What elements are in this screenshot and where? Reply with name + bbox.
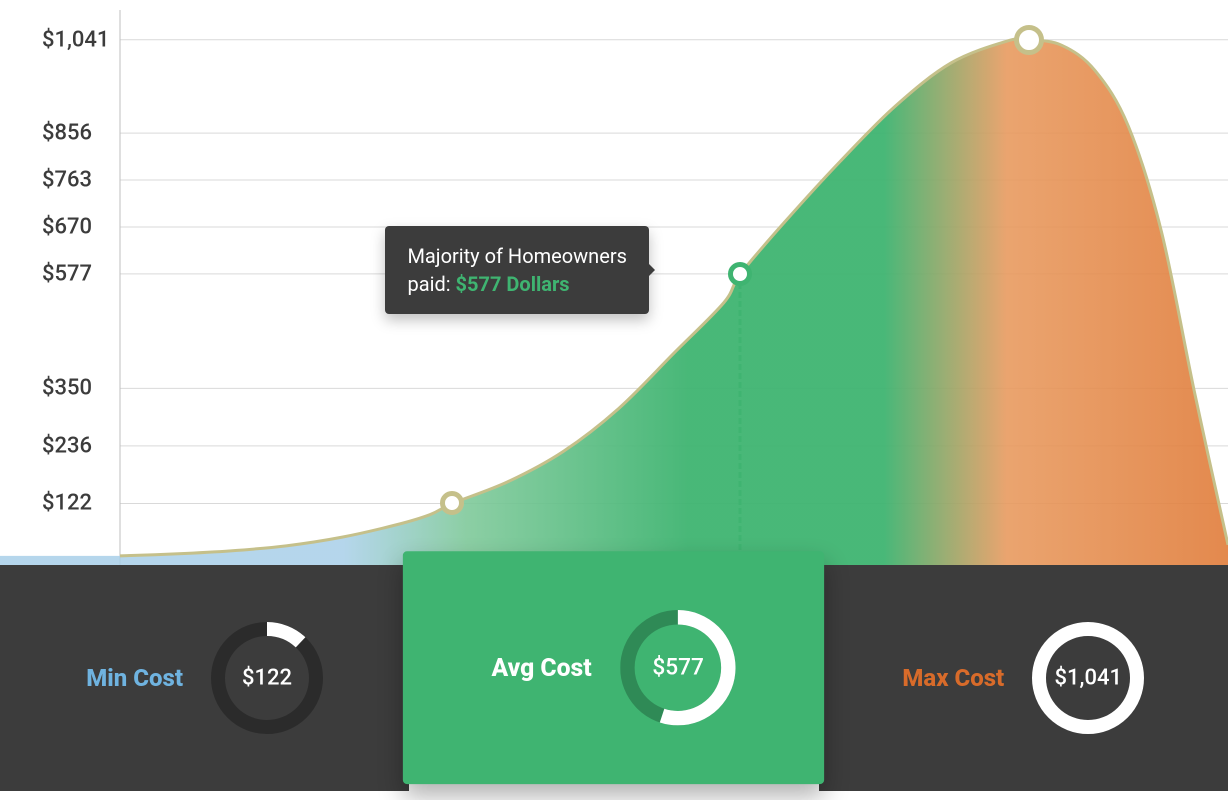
avg-cost-card: Avg Cost $577: [403, 551, 825, 784]
min-cost-card: Min Cost $122: [0, 565, 409, 791]
max-cost-label: Max Cost: [902, 664, 1004, 692]
min-donut: $122: [211, 622, 323, 734]
avg-donut: $577: [621, 610, 736, 725]
min-cost-value: $122: [242, 666, 292, 691]
avg-cost-value: $577: [653, 655, 705, 681]
avg-marker: [728, 262, 752, 286]
tooltip-value: $577 Dollars: [456, 272, 570, 296]
cost-chart: $1,041$856$763$670$577$350$236$122 Major…: [0, 0, 1228, 565]
max-donut: $1,041: [1032, 622, 1144, 734]
min-marker: [440, 491, 464, 515]
tooltip-prefix: paid:: [407, 272, 455, 296]
cost-cards: Min Cost $122 Avg Cost $577 Max Cost $1,04…: [0, 565, 1228, 791]
max-cost-card: Max Cost $1,041: [819, 565, 1228, 791]
avg-dashed-line: [739, 274, 742, 595]
min-cost-label: Min Cost: [86, 664, 183, 692]
tooltip-line2: paid: $577 Dollars: [407, 270, 626, 298]
avg-cost-label: Avg Cost: [492, 653, 592, 682]
max-marker: [1014, 25, 1044, 55]
tooltip: Majority of Homeowners paid: $577 Dollar…: [385, 226, 648, 314]
tooltip-line1: Majority of Homeowners: [407, 242, 626, 270]
max-cost-value: $1,041: [1055, 666, 1122, 691]
